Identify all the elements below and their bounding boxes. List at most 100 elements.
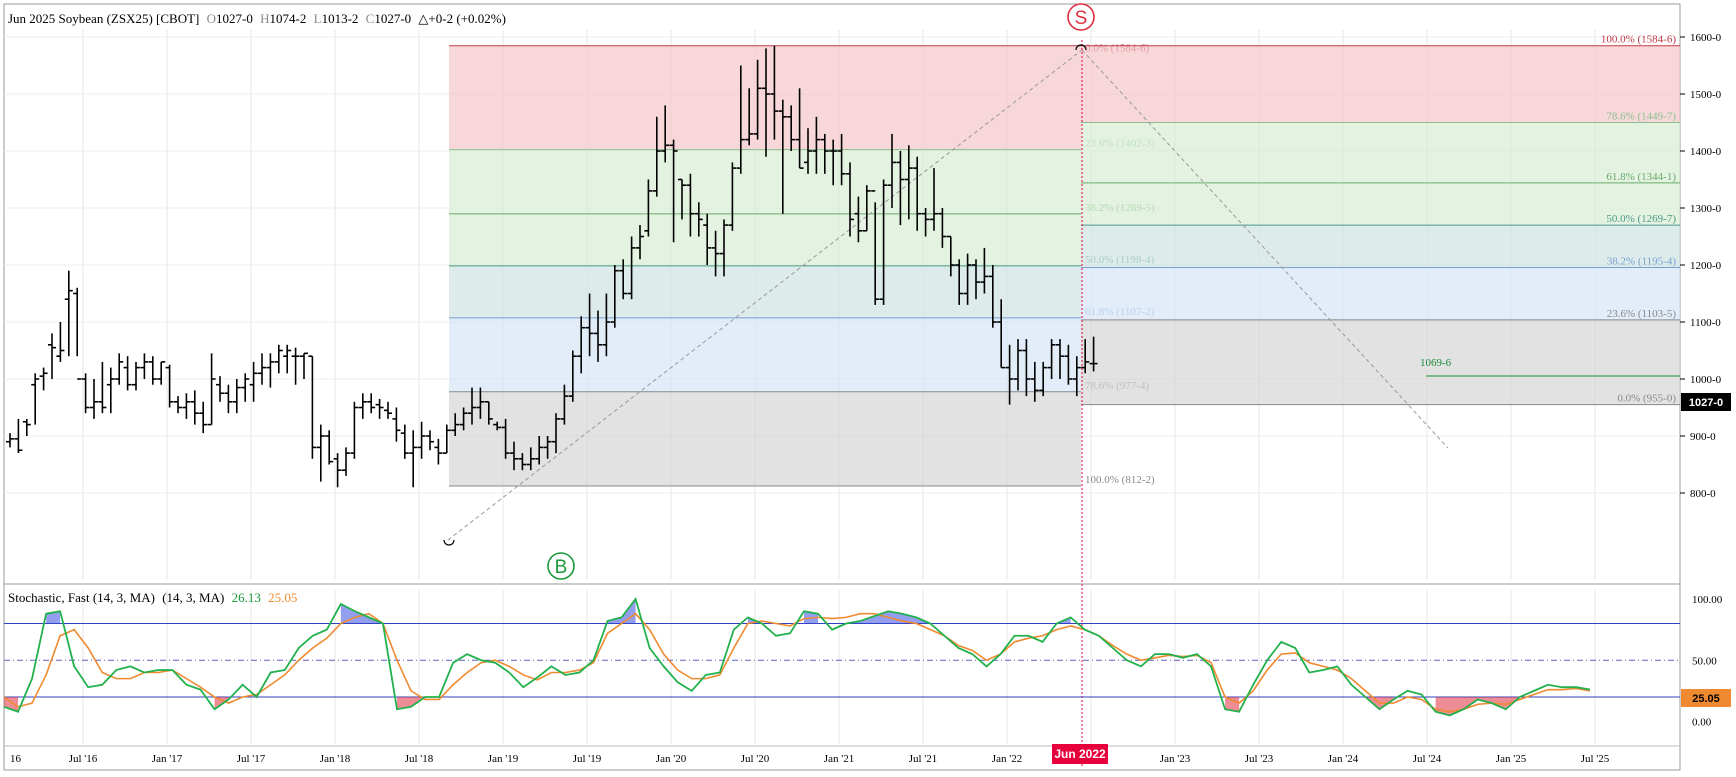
fib-zone <box>449 45 1081 150</box>
ohlc-bar <box>921 208 930 237</box>
ohlc-bar <box>375 398 384 419</box>
ohlc-bar <box>157 361 166 385</box>
ohlc-bar <box>325 430 334 465</box>
fib-level-label: 50.0% (1269-7) <box>1606 213 1676 225</box>
fib-zone <box>1081 182 1680 226</box>
ohlc-bar <box>358 393 367 419</box>
time-axis: 16 Jul '16 Jan '17 Jul '17 Jan '18 Jul '18 Jan… <box>10 753 1610 765</box>
overbought-fill <box>607 599 636 624</box>
ohlc-bar <box>31 373 40 425</box>
ohlc-bar <box>249 361 258 402</box>
ohlc-bar <box>81 373 90 414</box>
ohlc-bar <box>745 88 754 146</box>
fib-level-label: 100.0% (812-2) <box>1085 474 1155 486</box>
ohlc-bar <box>451 413 460 436</box>
ohlc-bar <box>367 393 376 414</box>
ohlc-bar <box>795 88 804 169</box>
oversold-fill <box>1225 697 1240 712</box>
ohlc-bar <box>829 139 838 186</box>
chart-header: Jun 2025 Soybean (ZSX25) [CBOT] O1027-0 … <box>8 11 506 26</box>
ohlc-bar <box>182 393 191 419</box>
time-tick-label: Jan '18 <box>320 753 351 765</box>
ohlc-bar <box>988 265 997 328</box>
ohlc-bar <box>501 418 510 459</box>
ohlc-bar <box>283 344 292 374</box>
ohlc-bar <box>518 453 527 471</box>
stoch-tick-label: 100.00 <box>1692 594 1723 606</box>
buy-marker: B <box>443 539 575 580</box>
price-tick-label: 1400-0 <box>1690 146 1722 158</box>
ohlc-bar <box>1081 339 1090 374</box>
fib-zone <box>449 265 1081 318</box>
ohlc-bar <box>266 353 275 388</box>
stoch-last-tag: 25.05 <box>1681 689 1731 707</box>
ohlc-bar <box>778 99 787 214</box>
fib-retracement-right: 100.0% (1584-6) 78.6% (1449-7) 61.8% (1344… <box>1081 34 1680 406</box>
stoch-params: (14, 3, MA) <box>162 590 224 605</box>
ohlc-bar <box>602 293 611 357</box>
ohlc-bar <box>770 45 779 140</box>
ohlc-bar <box>820 133 829 174</box>
stoch-tick-label: 0.00 <box>1692 717 1712 729</box>
ohlc-bar <box>837 133 846 186</box>
ohlc-bar <box>392 407 401 442</box>
ohlc-bar <box>627 236 636 300</box>
ohlc-bar <box>1064 344 1073 385</box>
stoch-d-value: 25.05 <box>268 590 297 605</box>
time-tick-label: Jan '21 <box>824 753 854 765</box>
price-tick-label: 800-0 <box>1690 488 1716 500</box>
fib-level-label: 23.6% (1103-5) <box>1607 308 1677 320</box>
fib-zone <box>1081 122 1680 183</box>
ohlc-bar <box>1056 339 1064 379</box>
ohlc-bar <box>350 401 359 459</box>
sell-marker: S <box>1067 3 1095 51</box>
symbol-title: Jun 2025 Soybean (ZSX25) [CBOT] <box>8 11 199 26</box>
ohlc-bar <box>619 259 628 300</box>
ohlc-bar <box>997 299 1006 369</box>
ohlc-bar <box>14 418 23 454</box>
ohlc-bar <box>543 436 552 459</box>
ohlc-bar <box>434 438 443 465</box>
ohlc-bar <box>938 208 947 248</box>
ohlc-bar <box>165 364 174 408</box>
ohlc-bar <box>148 356 157 385</box>
ohlc-bar <box>535 436 544 465</box>
time-tick-label: Jul '24 <box>1413 753 1442 765</box>
trend-line-down <box>1081 49 1449 449</box>
stoch-tick-label: 50.00 <box>1692 655 1717 667</box>
ohlc-bar <box>400 424 409 459</box>
ohlc-bar <box>1014 339 1022 391</box>
time-tick-label: Jul '19 <box>573 753 602 765</box>
ohlc-bar <box>955 259 964 305</box>
ohlc-bar <box>241 373 250 402</box>
stochastic-panel <box>3 597 1680 717</box>
ohlc-bar <box>661 105 670 163</box>
ohlc-bar <box>199 401 208 434</box>
ohlc-bar <box>846 162 854 237</box>
ohlc-bar <box>963 253 972 305</box>
time-tick-label: Jan '22 <box>992 753 1022 765</box>
fib-level-label: 0.0% (955-0) <box>1617 393 1676 405</box>
ohlc-bar <box>384 401 392 419</box>
stoch-k-line <box>3 597 1591 717</box>
ohlc-bar <box>711 230 720 277</box>
ohlc-bar <box>736 65 745 174</box>
time-tick-label: Jan '23 <box>1160 753 1191 765</box>
ohlc-bar <box>896 151 905 226</box>
ohlc-bar <box>216 376 224 402</box>
ohlc-bar <box>300 352 308 379</box>
ohlc-bar <box>946 235 955 277</box>
price-tick-label: 1100-0 <box>1690 317 1721 329</box>
time-tick-label: Jul '21 <box>909 753 938 765</box>
stoch-header: Stochastic, Fast (14, 3, MA) (14, 3, MA)… <box>8 590 297 605</box>
price-tick-label: 1600-0 <box>1690 32 1722 44</box>
ohlc-bar <box>854 196 863 243</box>
ohlc-bar <box>417 421 426 459</box>
ohlc-bar <box>90 379 98 419</box>
close-value: 1027-0 <box>374 11 411 26</box>
price-tick-label: 1200-0 <box>1690 260 1722 272</box>
time-tick-label: Jul '16 <box>69 753 98 765</box>
stoch-axis: 100.00 50.00 0.00 <box>1692 594 1723 729</box>
ohlc-bar <box>409 430 418 488</box>
fib-zone <box>1081 45 1680 123</box>
